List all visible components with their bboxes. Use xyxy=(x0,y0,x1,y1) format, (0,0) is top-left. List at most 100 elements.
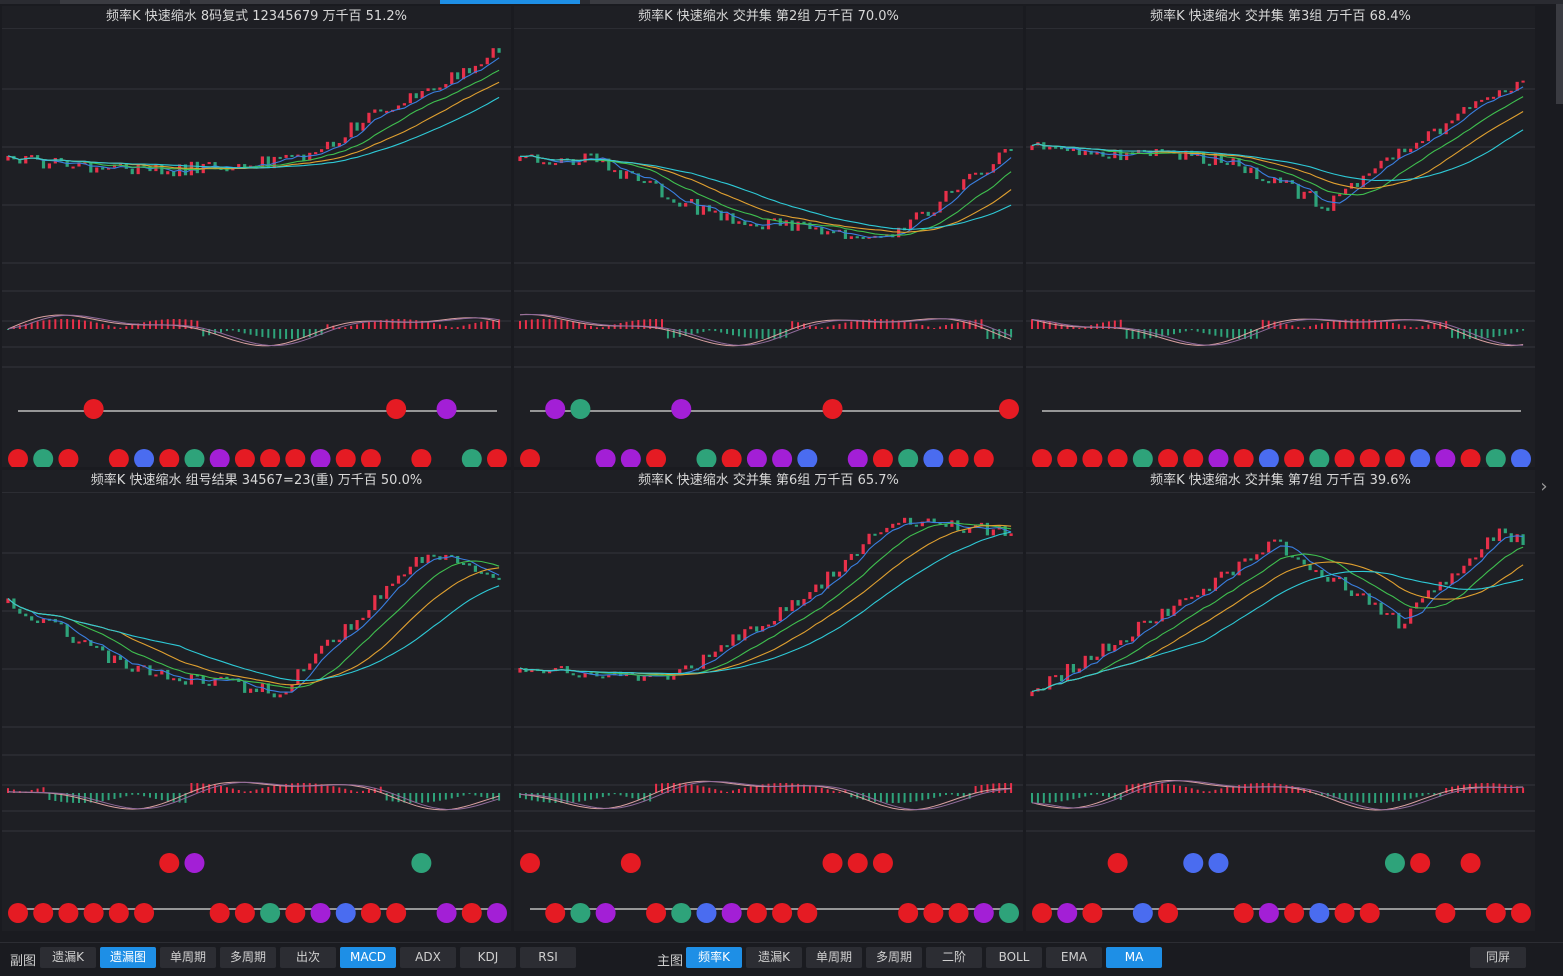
macd-bar xyxy=(1315,324,1317,329)
macd-bar xyxy=(344,327,347,329)
omission-ball xyxy=(1334,903,1355,923)
macd-bar xyxy=(1498,329,1501,337)
right-button-0[interactable]: 频率K xyxy=(686,947,742,968)
omission-ball xyxy=(948,449,969,467)
chart-panel[interactable]: 频率K 快速缩水 交并集 第7组 万千百 39.6% xyxy=(1026,470,1535,931)
macd-bar xyxy=(1161,783,1164,793)
omission-ball xyxy=(360,903,381,923)
candle xyxy=(195,674,199,677)
left-button-8[interactable]: RSI xyxy=(520,947,576,968)
macd-bar xyxy=(613,793,616,795)
omission-ball xyxy=(134,903,155,923)
candle xyxy=(1296,183,1300,199)
omission-ball xyxy=(772,903,793,923)
left-button-6[interactable]: ADX xyxy=(400,947,456,968)
macd-bar xyxy=(1066,793,1069,801)
top-tab[interactable] xyxy=(590,0,710,4)
macd-bar xyxy=(350,790,353,793)
candle xyxy=(1444,581,1448,585)
left-button-2[interactable]: 单周期 xyxy=(160,947,216,968)
chevron-right-icon[interactable]: › xyxy=(1540,476,1548,497)
candle xyxy=(1456,573,1460,576)
omission-ball xyxy=(696,449,717,467)
candle xyxy=(678,669,682,675)
candle xyxy=(1480,549,1484,558)
top-tab[interactable] xyxy=(60,0,180,4)
top-tab[interactable] xyxy=(190,0,310,4)
candle xyxy=(1314,570,1318,573)
candle xyxy=(408,93,412,104)
macd-bar xyxy=(1362,319,1365,329)
panel-chart-svg xyxy=(2,552,511,923)
left-button-7[interactable]: KDJ xyxy=(460,947,516,968)
macd-bar xyxy=(314,783,317,793)
omission-ball xyxy=(1435,449,1456,467)
right-button-5[interactable]: BOLL xyxy=(986,947,1042,968)
macd-bar xyxy=(119,793,122,798)
candle xyxy=(1296,557,1300,560)
macd-histogram xyxy=(519,319,1013,339)
candle xyxy=(1497,528,1502,541)
macd-bar xyxy=(444,325,447,329)
omission-ball xyxy=(696,903,717,923)
right-button-2[interactable]: 单周期 xyxy=(806,947,862,968)
candle xyxy=(65,624,69,637)
omission-ball xyxy=(1032,903,1052,923)
macd-bar xyxy=(1273,321,1276,329)
chart-panel[interactable]: 频率K 快速缩水 交并集 第3组 万千百 68.4% xyxy=(1026,6,1535,467)
candle xyxy=(1308,191,1312,194)
candle xyxy=(1077,668,1081,673)
right-button-3[interactable]: 多周期 xyxy=(866,947,922,968)
candle xyxy=(938,522,942,525)
candle xyxy=(420,91,424,99)
candle xyxy=(284,154,288,158)
macd-bar xyxy=(456,793,459,798)
same-screen-button[interactable]: 同屏 xyxy=(1470,947,1526,968)
left-button-5[interactable]: MACD xyxy=(340,947,396,968)
right-button-7[interactable]: MA xyxy=(1106,947,1162,968)
chart-panel[interactable]: 频率K 快速缩水 8码复式 12345679 万千百 51.2% xyxy=(2,6,511,467)
macd-bar xyxy=(986,329,989,339)
macd-bar xyxy=(1380,793,1383,803)
candle xyxy=(660,183,664,198)
macd-bar xyxy=(1486,329,1489,338)
candle xyxy=(1243,558,1247,562)
candle xyxy=(1172,605,1176,616)
left-button-3[interactable]: 多周期 xyxy=(220,947,276,968)
candle xyxy=(826,571,830,589)
candle xyxy=(450,72,454,85)
right-button-1[interactable]: 遗漏K xyxy=(746,947,802,968)
candle xyxy=(266,156,270,169)
macd-bar xyxy=(737,788,740,793)
left-button-4[interactable]: 出次 xyxy=(280,947,336,968)
candle xyxy=(1497,90,1502,97)
candle xyxy=(1003,525,1007,536)
left-button-0[interactable]: 遗漏K xyxy=(40,947,96,968)
ma-line xyxy=(7,96,500,169)
candle xyxy=(296,669,300,685)
candle xyxy=(408,566,412,575)
omission-ball xyxy=(923,449,944,467)
top-tab-active[interactable] xyxy=(440,0,580,4)
left-button-1[interactable]: 遗漏图 xyxy=(100,947,156,968)
macd-bar xyxy=(1273,783,1276,793)
chart-panel[interactable]: 频率K 快速缩水 交并集 第6组 万千百 65.7% xyxy=(514,470,1023,931)
candle xyxy=(160,164,164,175)
omission-ball xyxy=(721,903,742,923)
right-scrollbar[interactable] xyxy=(1556,4,1563,104)
omission-ball xyxy=(1384,449,1405,467)
macd-bar xyxy=(243,329,246,334)
macd-bar xyxy=(190,319,193,329)
candle xyxy=(1095,656,1099,660)
candle xyxy=(379,595,383,599)
right-button-6[interactable]: EMA xyxy=(1046,947,1102,968)
chart-panel[interactable]: 频率K 快速缩水 交并集 第2组 万千百 70.0% xyxy=(514,6,1023,467)
chart-panel[interactable]: 频率K 快速缩水 组号结果 34567=23(重) 万千百 50.0% xyxy=(2,470,511,931)
right-button-4[interactable]: 二阶 xyxy=(926,947,982,968)
macd-bar xyxy=(95,322,98,329)
omission-ball xyxy=(1258,903,1279,923)
candle xyxy=(130,168,134,175)
candle xyxy=(1272,539,1277,542)
macd-bar xyxy=(54,793,57,802)
macd-bar xyxy=(956,322,959,329)
